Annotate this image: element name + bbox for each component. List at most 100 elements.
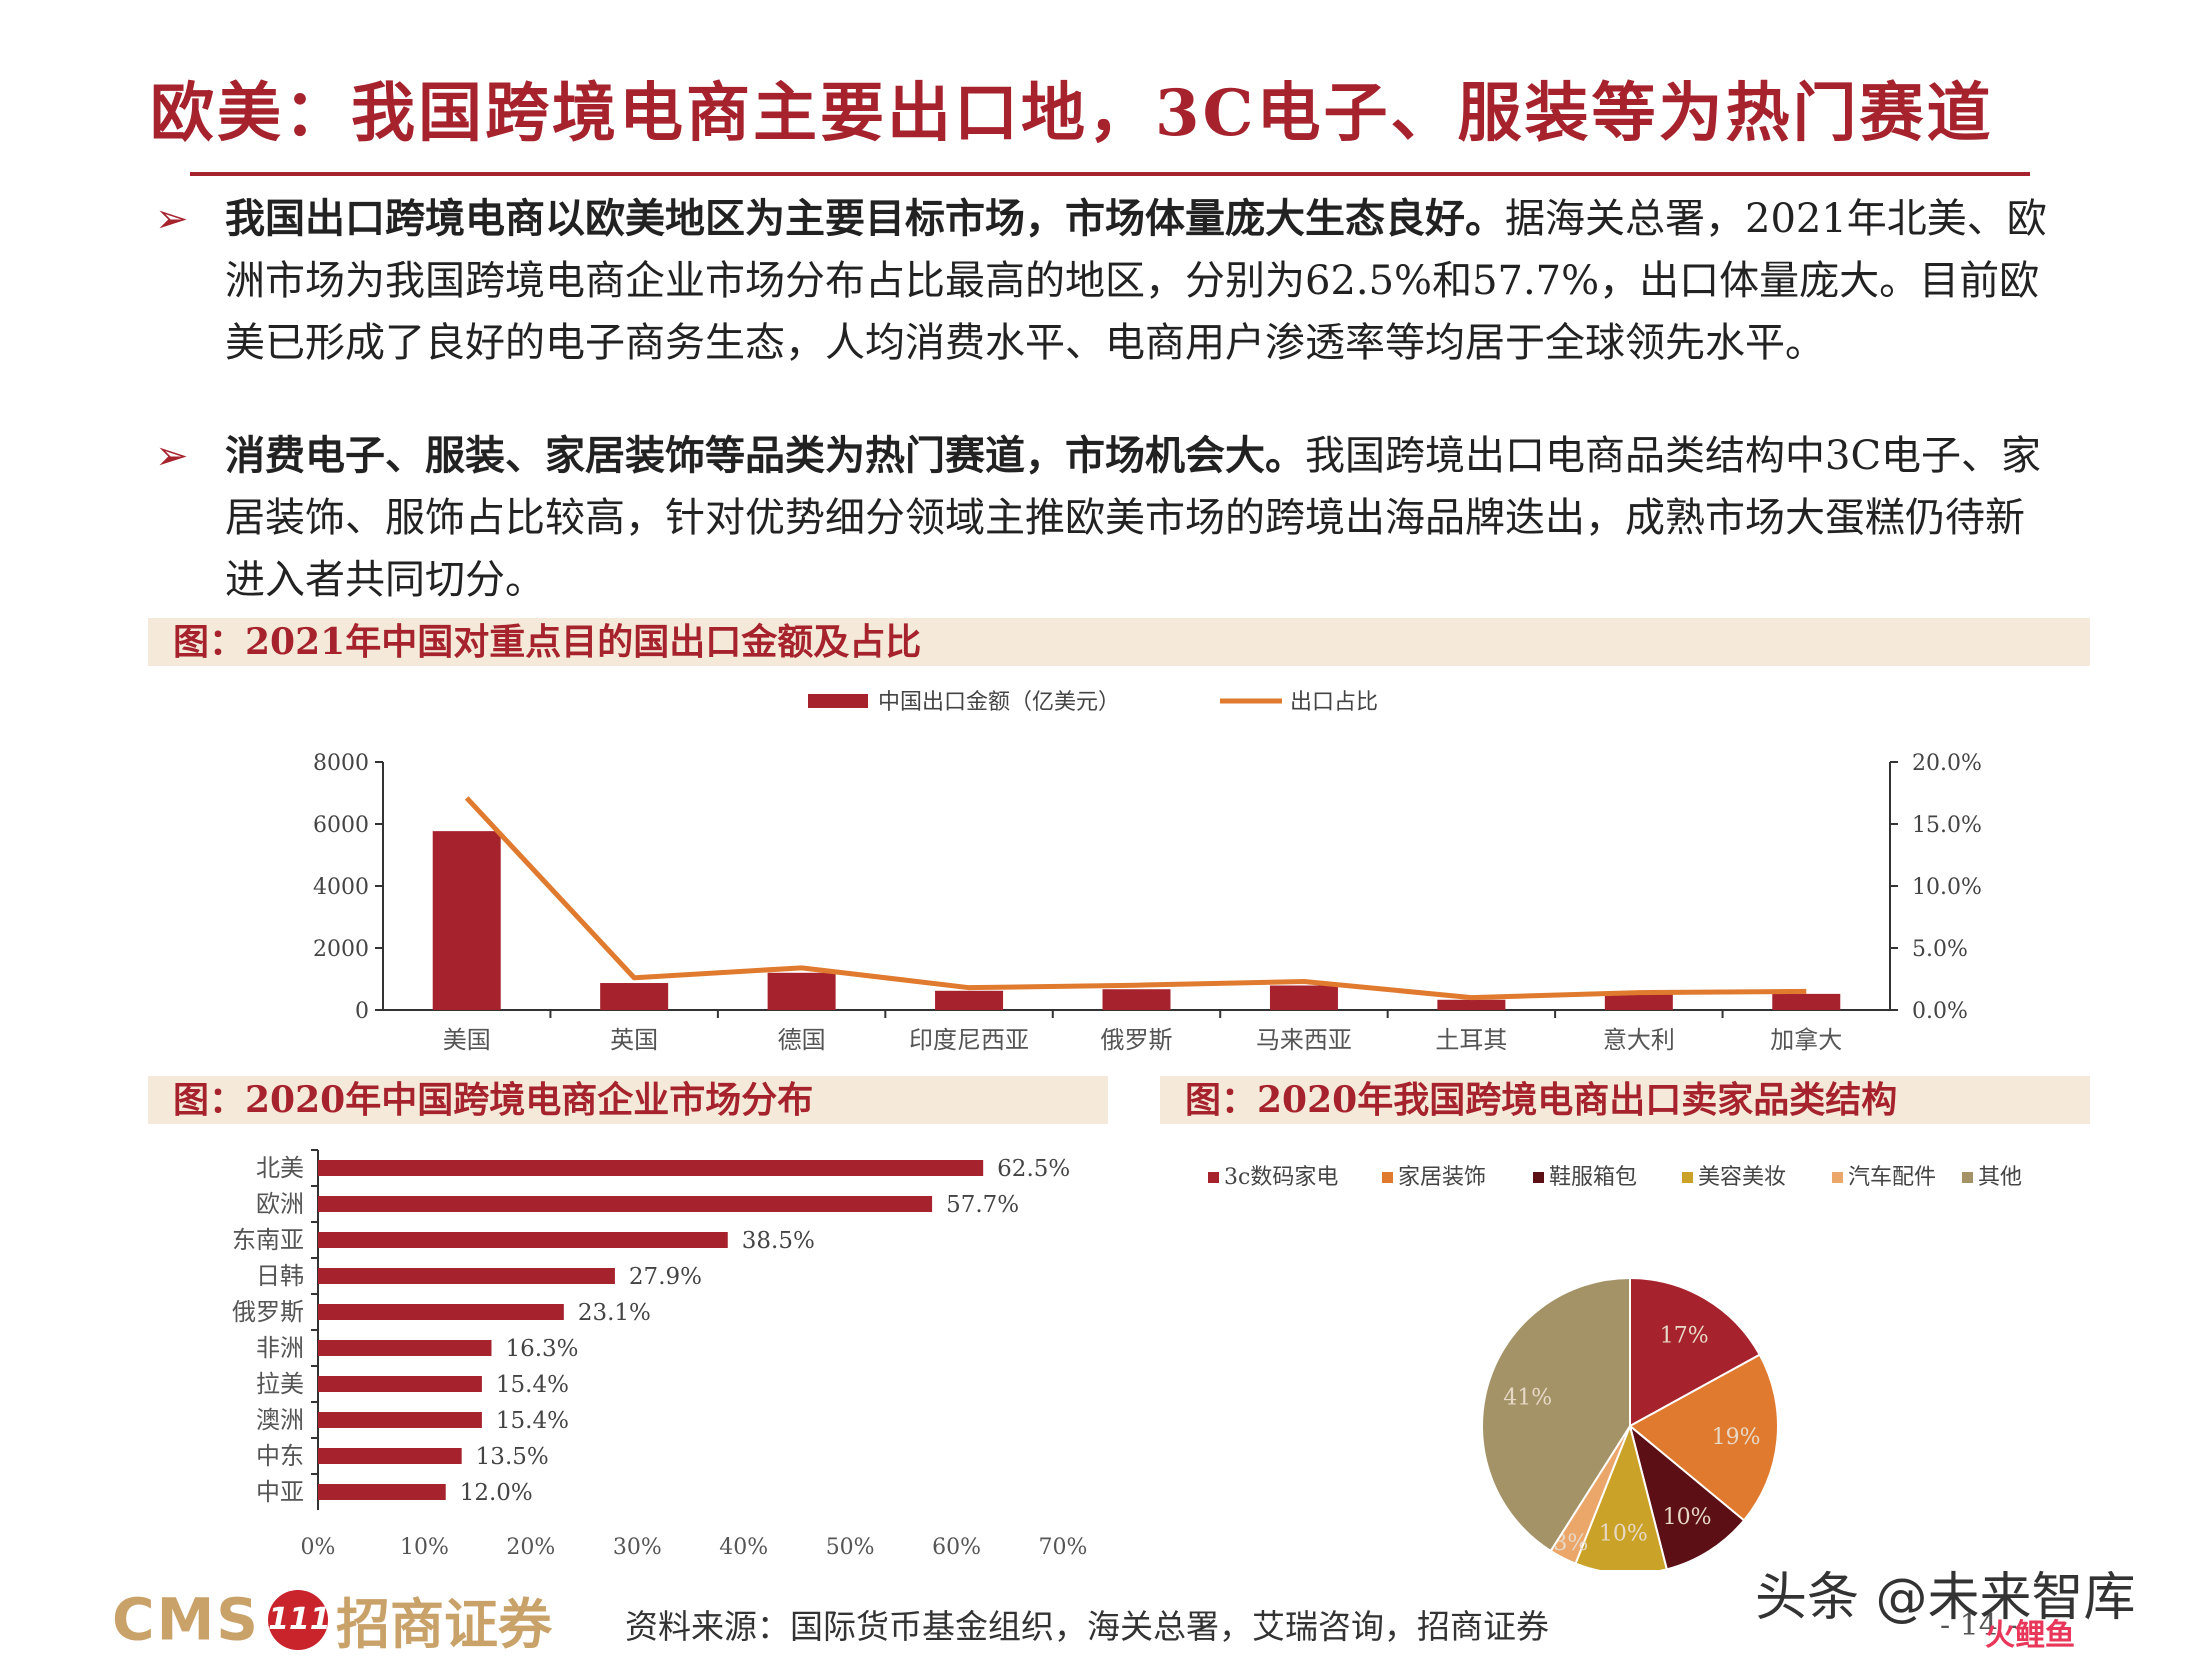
figure-3-caption: 图：2020年我国跨境电商出口卖家品类结构 — [1160, 1076, 2090, 1124]
pie-slice — [1574, 1422, 1669, 1570]
x-tick-label: 40% — [719, 1535, 768, 1560]
hbar-category-label: 欧洲 — [256, 1190, 304, 1218]
hbar-category-label: 澳洲 — [256, 1406, 304, 1434]
bullet-2-body: 我国跨境出口电商品类结构中3C电子、家居装饰、服饰占比较高，针对优势细分领域主推… — [225, 433, 2042, 603]
hbar-category-label: 中亚 — [256, 1478, 304, 1506]
bar — [1102, 989, 1171, 1010]
hbar-value-label: 38.5% — [742, 1228, 815, 1254]
hbar — [318, 1304, 564, 1320]
pie-legend-swatch — [1533, 1172, 1544, 1183]
hbar-value-label: 12.0% — [460, 1480, 533, 1506]
hbar-category-label: 俄罗斯 — [232, 1298, 304, 1326]
hbar — [318, 1448, 462, 1464]
hbar-category-label: 东南亚 — [232, 1226, 304, 1254]
category-structure-pie: 3c数码家电 家居装饰 鞋服箱包 美容美妆 汽车配件 其他 17%19%10%10%3%4… — [1208, 1165, 2022, 1570]
logo-name-text: 招商证券 — [336, 1592, 553, 1656]
category-labels: 美国 英国 德国 印度尼西亚 俄罗斯 马来西亚 土耳其 意大利 加拿大 — [443, 1010, 1842, 1054]
x-tick-label: 0% — [301, 1535, 336, 1560]
company-logo: CMS 111招商证券 — [112, 1580, 552, 1657]
export-combo-chart: 中国出口金额（亿美元） 出口占比 0 0.0% 2000 5.0% 4000 10.0% 6… — [313, 690, 1982, 1054]
bar — [1772, 993, 1841, 1010]
x-tick-label: 50% — [826, 1535, 875, 1560]
left-tick-label: 6000 — [313, 813, 369, 838]
x-tick-label: 20% — [506, 1535, 555, 1560]
category-label: 俄罗斯 — [1101, 1026, 1173, 1054]
bullet-2: ➢ 消费电子、服装、家居装饰等品类为热门赛道，市场机会大。我国跨境出口电商品类结… — [155, 425, 2055, 611]
pie-slice-label: 10% — [1663, 1505, 1712, 1530]
bar — [1604, 994, 1673, 1010]
left-tick-label: 0 — [355, 999, 369, 1024]
x-tick-label: 10% — [400, 1535, 449, 1560]
category-label: 美国 — [443, 1026, 491, 1054]
bullet-1: ➢ 我国出口跨境电商以欧美地区为主要目标市场，市场体量庞大生态良好。据海关总署，… — [155, 188, 2055, 374]
bullet-2-bold: 消费电子、服装、家居装饰等品类为热门赛道，市场机会大。 — [225, 432, 1305, 479]
title-divider — [190, 172, 2030, 176]
hbar-category-label: 非洲 — [256, 1334, 304, 1362]
bullet-arrow-icon: ➢ — [155, 433, 189, 479]
x-tick-label: 30% — [613, 1535, 662, 1560]
legend-line-label: 出口占比 — [1290, 690, 1378, 715]
pie-legend-label: 3c数码家电 — [1224, 1165, 1338, 1190]
left-tick-label: 8000 — [313, 751, 369, 776]
pie-legend-swatch — [1682, 1172, 1693, 1183]
line-series — [464, 796, 1807, 1001]
right-tick-label: 15.0% — [1912, 813, 1982, 838]
hbar — [318, 1412, 482, 1428]
bullet-arrow-icon: ➢ — [155, 196, 189, 242]
pie-slice-label: 10% — [1599, 1521, 1648, 1546]
page-title: 欧美：我国跨境电商主要出口地，3C电子、服装等为热门赛道 — [150, 76, 1994, 151]
page-number: - 14 - — [1940, 1608, 2018, 1643]
pie-slice-label: 19% — [1712, 1425, 1761, 1450]
logo-badge: 111 — [268, 1589, 331, 1650]
bullet-1-bold: 我国出口跨境电商以欧美地区为主要目标市场，市场体量庞大生态良好。 — [225, 195, 1505, 242]
pie-legend-label: 其他 — [1978, 1165, 2022, 1190]
hbar-category-label: 日韩 — [256, 1262, 304, 1290]
figure-1-caption: 图：2021年中国对重点目的国出口金额及占比 — [148, 618, 2090, 666]
hbar-value-label: 57.7% — [946, 1192, 1019, 1218]
hbar-value-label: 27.9% — [629, 1264, 702, 1290]
chart-legend: 中国出口金额（亿美元） 出口占比 — [808, 690, 1378, 715]
right-tick-label: 20.0% — [1912, 751, 1982, 776]
hbar-category-label: 拉美 — [256, 1370, 304, 1398]
category-label: 土耳其 — [1435, 1026, 1507, 1054]
hbar — [318, 1340, 492, 1356]
right-tick-label: 5.0% — [1912, 937, 1968, 962]
category-label: 印度尼西亚 — [909, 1026, 1029, 1054]
bar — [432, 831, 501, 1010]
bar — [600, 983, 669, 1010]
bar — [935, 990, 1004, 1010]
hbar — [318, 1160, 984, 1176]
hbar-series: 北美 62.5% 欧洲 57.7% 东南亚 38.5% 日韩 27.9% 俄罗斯 23.1% 非洲 1… — [232, 1149, 1070, 1506]
left-tick-label: 4000 — [313, 875, 369, 900]
right-tick-label: 0.0% — [1912, 999, 1968, 1024]
category-label: 意大利 — [1603, 1026, 1675, 1054]
bar — [767, 972, 836, 1010]
left-tick-label: 2000 — [313, 937, 369, 962]
hbar — [318, 1268, 615, 1284]
legend-bar-swatch — [808, 694, 868, 708]
category-label: 马来西亚 — [1256, 1026, 1352, 1054]
source-note: 资料来源：国际货币基金组织，海关总署，艾瑞咨询，招商证券 — [625, 1607, 1549, 1646]
pie-legend-label: 汽车配件 — [1848, 1165, 1936, 1190]
value-axis-ticks: 0% 10% 20% 30% 40% 50% 60% 70% — [301, 1535, 1088, 1560]
hbar — [318, 1196, 933, 1212]
category-label: 德国 — [778, 1026, 826, 1054]
hbar-value-label: 15.4% — [496, 1408, 569, 1434]
x-tick-label: 60% — [932, 1535, 981, 1560]
figure-2-caption: 图：2020年中国跨境电商企业市场分布 — [148, 1076, 1108, 1124]
hbar-value-label: 13.5% — [476, 1444, 549, 1470]
watermark: 头条 @未来智库 — [1755, 1568, 2136, 1628]
category-label: 英国 — [610, 1026, 658, 1054]
pie-legend-swatch — [1832, 1172, 1843, 1183]
bullet-1-text: 我国出口跨境电商以欧美地区为主要目标市场，市场体量庞大生态良好。据海关总署，20… — [225, 188, 2055, 374]
ratio-line — [464, 796, 1807, 1001]
hbar — [318, 1376, 482, 1392]
hbar — [318, 1232, 728, 1248]
logo-cms-text: CMS — [112, 1585, 261, 1654]
pie-legend-label: 家居装饰 — [1398, 1165, 1486, 1190]
bullet-1-body: 据海关总署，2021年北美、欧洲市场为我国跨境电商企业市场分布占比最高的地区，分… — [225, 196, 2047, 366]
pie-legend-label: 鞋服箱包 — [1549, 1165, 1637, 1190]
hbar-category-label: 中东 — [256, 1442, 304, 1470]
pie-legend-swatch — [1382, 1172, 1393, 1183]
pie-legend-swatch — [1962, 1172, 1973, 1183]
